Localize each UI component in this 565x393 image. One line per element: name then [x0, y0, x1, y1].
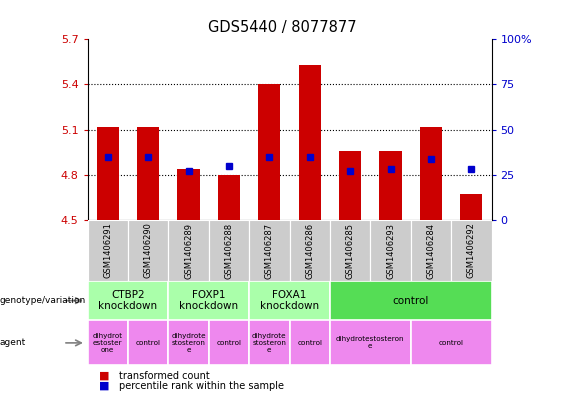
Bar: [330, 220, 371, 281]
Text: GSM1406288: GSM1406288: [224, 222, 233, 279]
Text: GSM1406285: GSM1406285: [346, 222, 355, 279]
Bar: [290, 320, 330, 365]
Text: genotype/variation: genotype/variation: [0, 296, 86, 305]
Bar: [209, 220, 249, 281]
Bar: [451, 220, 492, 281]
Text: GSM1406287: GSM1406287: [265, 222, 274, 279]
Bar: [218, 175, 240, 220]
Bar: [411, 320, 492, 365]
Bar: [249, 220, 289, 281]
Bar: [128, 320, 168, 365]
Bar: [88, 320, 128, 365]
Bar: [137, 127, 159, 220]
Bar: [339, 151, 361, 220]
Text: agent: agent: [0, 338, 26, 347]
Text: GSM1406291: GSM1406291: [103, 222, 112, 279]
Bar: [249, 281, 330, 320]
Text: control: control: [136, 340, 160, 346]
Bar: [371, 220, 411, 281]
Text: GSM1406290: GSM1406290: [144, 222, 153, 279]
Text: GSM1406289: GSM1406289: [184, 222, 193, 279]
Text: control: control: [216, 340, 241, 346]
Text: GSM1406292: GSM1406292: [467, 222, 476, 279]
Bar: [420, 127, 442, 220]
Bar: [411, 220, 451, 281]
Bar: [88, 281, 168, 320]
Text: dihydrotestosteron
e: dihydrotestosteron e: [336, 336, 405, 349]
Bar: [209, 320, 249, 365]
Bar: [249, 320, 289, 365]
Text: FOXP1
knockdown: FOXP1 knockdown: [179, 290, 238, 311]
Bar: [290, 220, 330, 281]
Text: control: control: [393, 296, 429, 306]
Text: control: control: [297, 340, 322, 346]
Bar: [168, 320, 209, 365]
Bar: [330, 320, 411, 365]
Bar: [128, 220, 168, 281]
Text: GSM1406286: GSM1406286: [305, 222, 314, 279]
Text: dihydrote
stosteron
e: dihydrote stosteron e: [171, 333, 206, 353]
Bar: [380, 151, 402, 220]
Bar: [460, 195, 483, 220]
Bar: [97, 127, 119, 220]
Bar: [168, 281, 249, 320]
Bar: [168, 220, 209, 281]
Bar: [88, 220, 128, 281]
Bar: [330, 281, 492, 320]
Bar: [177, 169, 199, 220]
Text: control: control: [438, 340, 464, 346]
Text: CTBP2
knockdown: CTBP2 knockdown: [98, 290, 158, 311]
Bar: [299, 65, 321, 220]
Text: GSM1406293: GSM1406293: [386, 222, 395, 279]
Text: ■: ■: [99, 371, 110, 381]
Text: GSM1406284: GSM1406284: [427, 222, 436, 279]
Text: GDS5440 / 8077877: GDS5440 / 8077877: [208, 20, 357, 35]
Text: ■: ■: [99, 381, 110, 391]
Bar: [258, 84, 280, 220]
Text: dihydrote
stosteron
e: dihydrote stosteron e: [252, 333, 286, 353]
Text: percentile rank within the sample: percentile rank within the sample: [119, 381, 284, 391]
Text: dihydrot
estoster
one: dihydrot estoster one: [93, 333, 123, 353]
Text: FOXA1
knockdown: FOXA1 knockdown: [260, 290, 319, 311]
Text: transformed count: transformed count: [119, 371, 210, 381]
